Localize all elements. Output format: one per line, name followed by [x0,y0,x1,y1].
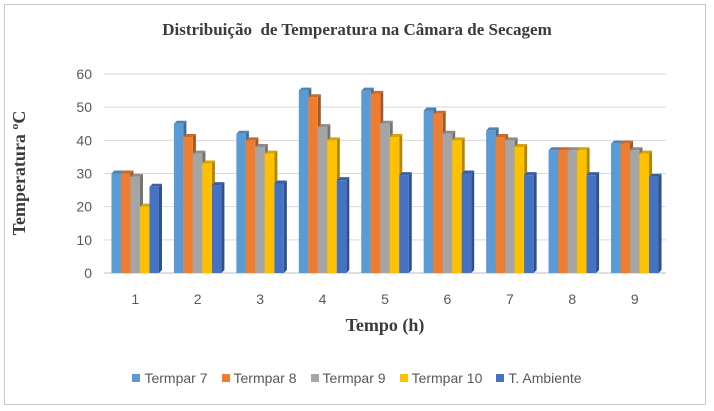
y-tick-labels: 0 10 20 30 40 50 60 [76,66,92,281]
y-tick-label: 60 [76,66,92,82]
y-tick-label: 30 [76,166,92,182]
x-tick-label: 2 [194,291,202,307]
bar [149,183,162,273]
y-tick-label: 0 [84,265,92,281]
x-tick-label: 6 [444,291,452,307]
bar [274,180,287,273]
x-tick-label: 9 [631,291,639,307]
legend-label: T. Ambiente [508,370,582,386]
y-tick-label: 10 [76,232,92,248]
y-tick-label: 50 [76,99,92,115]
bar [211,182,225,273]
x-tick-labels: 1 2 3 4 5 6 7 8 9 [131,291,639,307]
legend-entry: Termpar 8 [221,370,297,386]
legend-swatch [399,374,408,382]
legend-label: Termpar 9 [322,370,386,386]
legend-label: Termpar 8 [233,370,297,386]
x-tick-label: 8 [568,291,576,307]
legend-entry: Termpar 9 [310,370,386,386]
legend-entry: Termpar 10 [399,370,483,386]
bar [586,172,600,273]
chart-title: Distribuição de Temperatura na Câmara de… [162,20,552,39]
legend: Termpar 7 Termpar 8 Termpar 9 Termpar 10 T. … [0,370,714,386]
x-tick-label: 7 [506,291,514,307]
legend-swatch [221,374,230,382]
legend-label: Termpar 10 [411,370,483,386]
bar [399,172,412,273]
legend-swatch [310,374,319,382]
y-tick-label: 40 [76,132,92,148]
legend-entry: Termpar 7 [132,370,208,386]
legend-swatch [132,374,141,382]
x-tick-label: 1 [131,291,139,307]
bar [336,177,350,273]
x-tick-label: 3 [256,291,264,307]
x-axis-label: Tempo (h) [345,315,425,335]
legend-entry: T. Ambiente [496,370,582,386]
bar [649,173,662,273]
legend-swatch [496,374,505,382]
bars [111,87,662,274]
y-tick-label: 20 [76,199,92,215]
x-tick-label: 4 [319,291,327,307]
bar [524,172,537,273]
x-tick-label: 5 [381,291,389,307]
bar [461,170,475,273]
legend-label: Termpar 7 [144,370,208,386]
